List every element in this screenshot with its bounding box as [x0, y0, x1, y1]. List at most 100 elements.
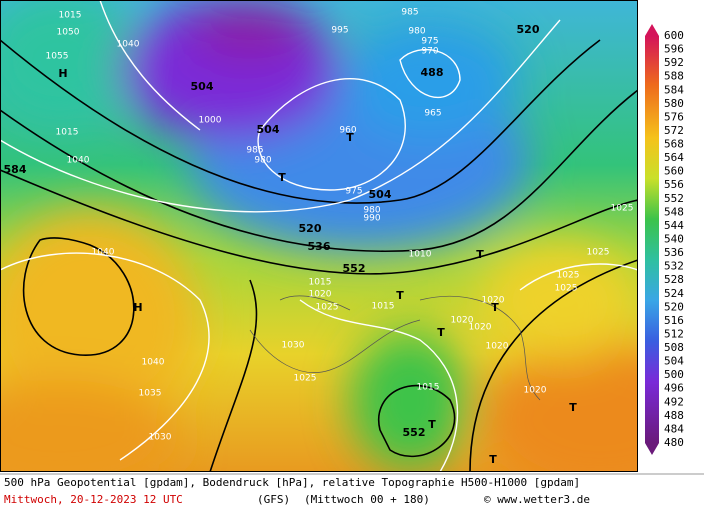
caption-date: Mittwoch, 20-12-2023 12 UTC — [4, 493, 183, 506]
map-label: 1055 — [46, 52, 69, 62]
map-label: 985 — [401, 8, 418, 18]
map-label: T — [396, 289, 404, 302]
map-label: 520 — [299, 222, 322, 235]
map-label: 1020 — [469, 323, 492, 333]
map-label: 985 — [246, 146, 263, 156]
map-label: 980 — [363, 206, 380, 216]
map-label: 504 — [257, 123, 280, 136]
colorbar-label: 552 — [664, 192, 684, 205]
map-label: 536 — [308, 240, 331, 253]
map-label: 1015 — [309, 278, 332, 288]
colorbar-label: 496 — [664, 382, 684, 395]
map-label: 975 — [345, 187, 362, 197]
map-label: T — [476, 248, 484, 261]
colorbar-label: 592 — [664, 56, 684, 69]
map-label: 1020 — [482, 296, 505, 306]
colorbar-label: 572 — [664, 124, 684, 137]
map-label: 975 — [421, 37, 438, 47]
caption-model: (GFS) — [257, 493, 290, 506]
colorbar-label: 560 — [664, 165, 684, 178]
map-label: 1035 — [139, 389, 162, 399]
colorbar-label: 512 — [664, 327, 684, 340]
colorbar-label: 536 — [664, 246, 684, 259]
map-label: 980 — [254, 156, 271, 166]
map-label: 1030 — [149, 433, 172, 443]
colorbar-label: 516 — [664, 314, 684, 327]
map-label: 1015 — [56, 128, 79, 138]
map-border — [0, 0, 638, 472]
colorbar-label: 584 — [664, 83, 684, 96]
map-label: 1030 — [282, 341, 305, 351]
map-label: 520 — [517, 23, 540, 36]
map-label: 552 — [343, 262, 366, 275]
map-label: 1020 — [309, 290, 332, 300]
colorbar-label: 548 — [664, 205, 684, 218]
map-label: 1025 — [294, 374, 317, 384]
caption-run: (Mittwoch 00 + 180) — [304, 493, 430, 506]
map-label: T — [489, 453, 497, 466]
map-label: 1015 — [372, 302, 395, 312]
map-label: 1050 — [57, 28, 80, 38]
map-label: 1000 — [199, 116, 222, 126]
colorbar-label: 576 — [664, 110, 684, 123]
colorbar-label: 596 — [664, 43, 684, 56]
map-label: 1025 — [611, 204, 634, 214]
colorbar-label: 588 — [664, 70, 684, 83]
map-label: T — [428, 418, 436, 431]
colorbar-label: 600 — [664, 29, 684, 42]
map-label: 1025 — [557, 271, 580, 281]
map-label: 970 — [421, 47, 438, 57]
map-label: 1040 — [142, 358, 165, 368]
colorbar-label: 532 — [664, 260, 684, 273]
colorbar-label: 524 — [664, 287, 684, 300]
map-label: 1040 — [67, 156, 90, 166]
colorbar-label: 580 — [664, 97, 684, 110]
map-label: 995 — [331, 26, 348, 36]
colorbar-label: 488 — [664, 409, 684, 422]
colorbar-label: 564 — [664, 151, 684, 164]
colorbar-label: 568 — [664, 138, 684, 151]
map-label: T — [437, 326, 445, 339]
map-label: 1020 — [486, 342, 509, 352]
map-label: 1025 — [555, 284, 578, 294]
map-label: T — [278, 171, 286, 184]
map-label: 1015 — [59, 11, 82, 21]
colorbar-label: 520 — [664, 300, 684, 313]
map-label: 1015 — [417, 383, 440, 393]
map-label: 1025 — [316, 303, 339, 313]
map-label: 1020 — [524, 386, 547, 396]
map-label: T — [491, 301, 499, 314]
colorbar-label: 492 — [664, 395, 684, 408]
colorbar-label: 508 — [664, 341, 684, 354]
colorbar-label: 556 — [664, 178, 684, 191]
colorbar-label: 504 — [664, 355, 684, 368]
caption-line: 500 hPa Geopotential [gpdam], Bodendruck… — [4, 476, 580, 489]
map-label: H — [133, 301, 142, 314]
map-label: 1040 — [92, 248, 115, 258]
map-label: T — [569, 401, 577, 414]
map-label: 488 — [421, 66, 444, 79]
map-label: 965 — [424, 109, 441, 119]
colorbar-arrow-top — [645, 24, 659, 36]
colorbar — [645, 36, 659, 443]
colorbar-label: 540 — [664, 233, 684, 246]
map-label: 504 — [369, 188, 392, 201]
map-label: H — [58, 67, 67, 80]
colorbar-label: 480 — [664, 436, 684, 449]
map-label: 1020 — [451, 316, 474, 326]
map-label: 552 — [403, 426, 426, 439]
colorbar-label: 528 — [664, 273, 684, 286]
map-label: 990 — [363, 214, 380, 224]
map-label: 584 — [4, 163, 27, 176]
map-label: T — [346, 131, 354, 144]
caption-source: © www.wetter3.de — [484, 493, 590, 506]
colorbar-arrow-bottom — [645, 443, 659, 455]
map-area — [0, 0, 638, 472]
colorbar-label: 500 — [664, 368, 684, 381]
map-label: 1010 — [409, 250, 432, 260]
map-label: 1040 — [117, 40, 140, 50]
colorbar-label: 484 — [664, 422, 684, 435]
map-label: 504 — [191, 80, 214, 93]
